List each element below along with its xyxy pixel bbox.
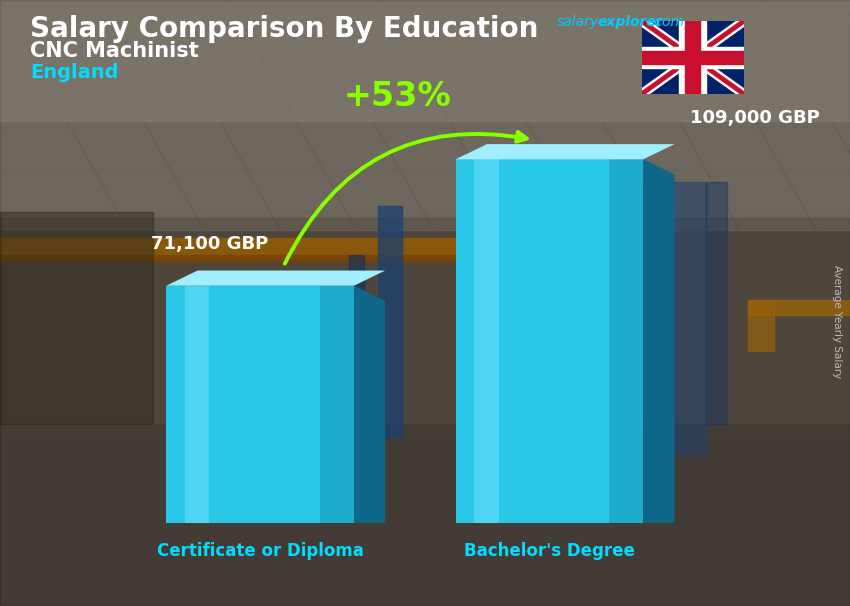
Polygon shape [456, 144, 675, 159]
Bar [642, 52, 744, 64]
Bar [672, 182, 705, 454]
Bar [685, 21, 700, 94]
Bar [620, 182, 659, 436]
Bar [0, 0, 850, 230]
Bar [0, 424, 850, 606]
Text: CNC Machinist: CNC Machinist [30, 41, 199, 61]
Text: salary: salary [557, 15, 599, 29]
Bar [348, 255, 364, 436]
Bar [320, 285, 354, 523]
Text: 71,100 GBP: 71,100 GBP [150, 235, 268, 253]
Bar [748, 300, 774, 351]
Bar [609, 159, 643, 523]
Text: .com: .com [650, 15, 684, 29]
Bar [378, 206, 402, 436]
Polygon shape [354, 285, 385, 523]
Bar [0, 218, 850, 436]
Polygon shape [167, 270, 385, 285]
Bar [185, 285, 209, 523]
Bar [0, 212, 153, 424]
Bar [474, 159, 499, 523]
Bar [167, 285, 354, 523]
Text: explorer: explorer [598, 15, 663, 29]
Text: England: England [30, 63, 118, 82]
Bar [0, 238, 638, 258]
Bar [456, 159, 643, 523]
Text: Average Yearly Salary: Average Yearly Salary [832, 265, 842, 378]
Text: 109,000 GBP: 109,000 GBP [690, 109, 820, 127]
Bar [0, 255, 638, 262]
Polygon shape [643, 159, 675, 523]
Bar [679, 21, 706, 94]
Bar [706, 182, 727, 424]
Text: +53%: +53% [343, 80, 450, 113]
Bar [0, 0, 850, 121]
Text: Certificate or Diploma: Certificate or Diploma [156, 542, 364, 561]
Text: Bachelor's Degree: Bachelor's Degree [464, 542, 635, 561]
Bar [748, 300, 850, 315]
Bar [642, 47, 744, 68]
Text: Salary Comparison By Education: Salary Comparison By Education [30, 15, 538, 43]
